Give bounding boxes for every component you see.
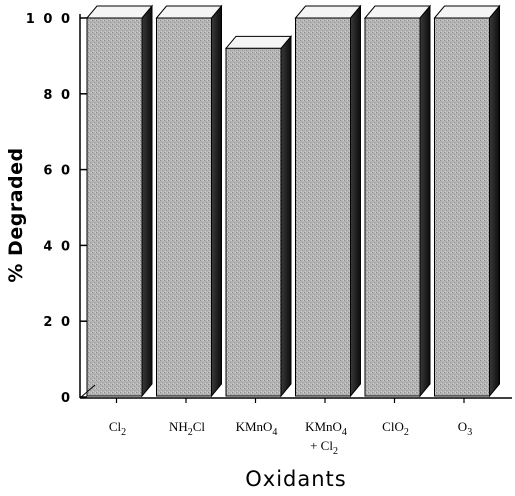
y-tick-label: 1 0 0 xyxy=(26,12,72,27)
y-tick-label: 8 0 xyxy=(43,88,72,103)
floor-back-line xyxy=(79,384,96,399)
bar xyxy=(155,4,223,398)
y-tick-label: 6 0 xyxy=(43,164,72,179)
bar-top-face xyxy=(224,35,293,49)
bar-front-face xyxy=(434,17,490,397)
bar-side-face xyxy=(419,4,431,398)
bar-side-face xyxy=(489,4,500,398)
bar xyxy=(433,4,501,398)
x-tick-label: ClO2 xyxy=(382,419,409,438)
bar-side-face xyxy=(280,34,292,398)
bar-side-face xyxy=(141,4,153,398)
bar-front-face xyxy=(364,17,421,397)
bar-front-face xyxy=(225,47,282,397)
y-axis-title: % Degraded xyxy=(5,147,27,282)
bar-front-face xyxy=(86,17,143,397)
bar-side-face xyxy=(211,4,222,398)
x-tick-label: Cl2 xyxy=(109,419,126,438)
bar-top-face xyxy=(294,5,362,19)
bars-group xyxy=(85,4,501,403)
y-ticks-group: 0 2 0 4 0 6 0 8 0 1 0 0 xyxy=(26,12,87,406)
x-tick-label: KMnO4 xyxy=(305,419,347,438)
y-tick-label: 2 0 xyxy=(43,315,72,330)
bar xyxy=(85,4,154,398)
x-tick-label: NH2Cl xyxy=(169,419,205,438)
bar xyxy=(294,4,362,398)
bar xyxy=(363,4,432,398)
bar-side-face xyxy=(350,4,361,398)
y-tick-label: 4 0 xyxy=(43,239,72,254)
y-tick-label: 0 xyxy=(61,391,72,406)
bar xyxy=(224,34,293,398)
axes-group xyxy=(79,14,512,399)
bar-top-face xyxy=(433,5,501,19)
bar-front-face xyxy=(295,17,351,397)
bar-top-face xyxy=(363,5,432,19)
bar-top-face xyxy=(85,5,154,19)
x-tick-label-line2: + Cl2 xyxy=(310,438,338,457)
x-tick-label: O3 xyxy=(458,419,472,438)
bar-top-face xyxy=(155,5,223,19)
x-tick-label: KMnO4 xyxy=(236,419,278,438)
bar-front-face xyxy=(156,17,212,397)
x-axis-title: Oxidants xyxy=(245,467,346,491)
